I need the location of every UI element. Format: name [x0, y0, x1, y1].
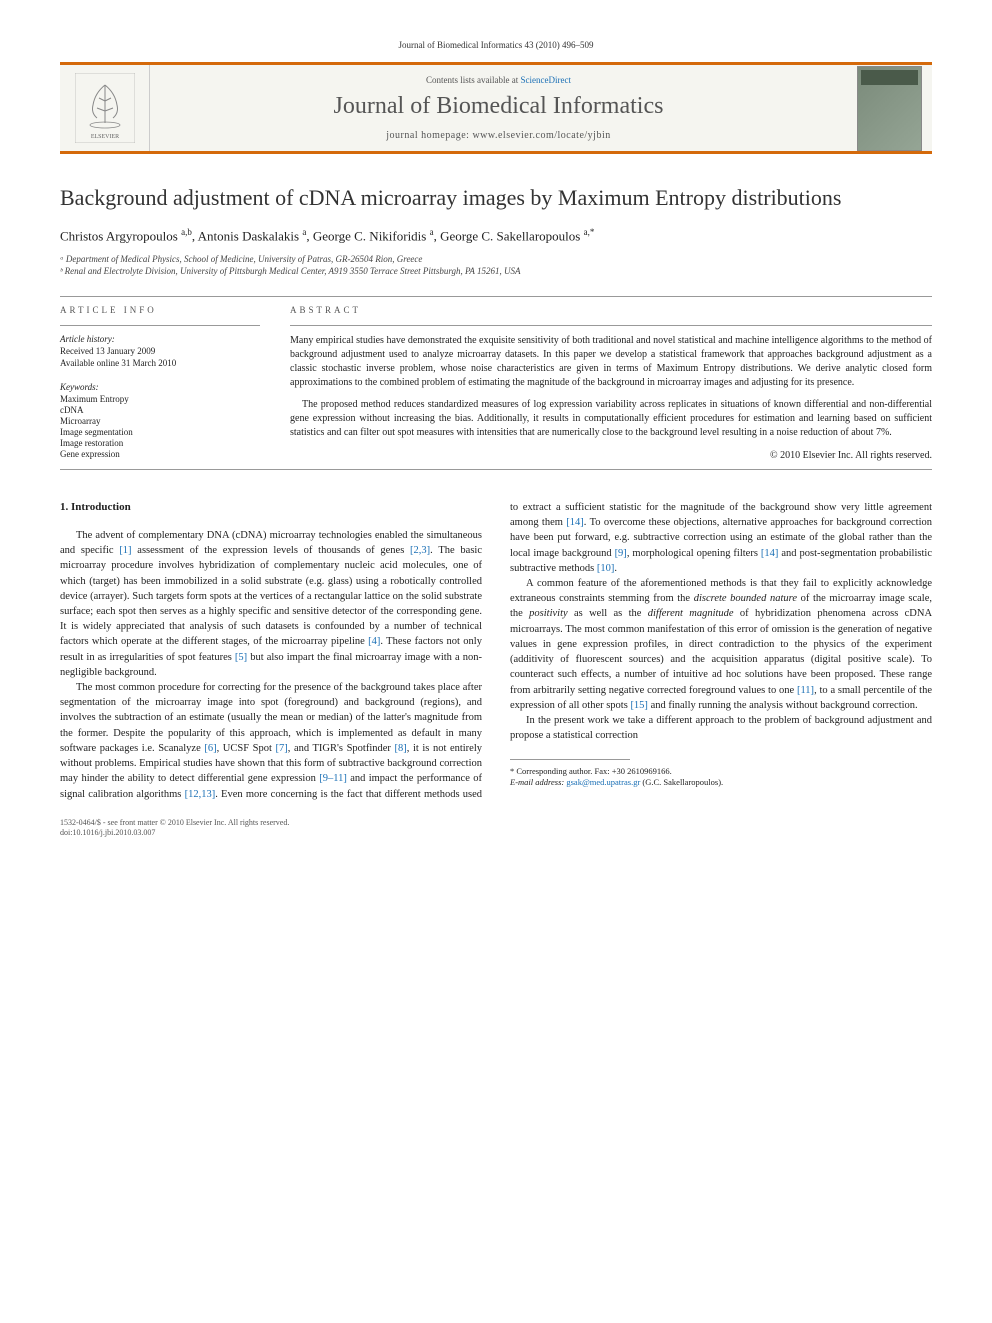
reference-link[interactable]: [2,3]	[410, 545, 430, 556]
cover-thumb-region	[847, 65, 932, 151]
author-list: Christos Argyropoulos a,b, Antonis Daska…	[60, 227, 932, 244]
journal-banner: ELSEVIER Contents lists available at Sci…	[60, 62, 932, 154]
journal-cover-thumbnail	[857, 66, 922, 151]
reference-link[interactable]: [9–11]	[319, 773, 347, 784]
affiliation-line: ᵇ Renal and Electrolyte Division, Univer…	[60, 266, 932, 276]
keyword-item: Gene expression	[60, 449, 260, 459]
journal-homepage: journal homepage: www.elsevier.com/locat…	[150, 130, 847, 141]
keyword-item: Image restoration	[60, 438, 260, 448]
reference-link[interactable]: [11]	[797, 685, 814, 696]
reference-link[interactable]: [10]	[597, 563, 615, 574]
keywords-label: Keywords:	[60, 382, 260, 392]
affiliation-line: ᵃ Department of Medical Physics, School …	[60, 254, 932, 264]
corresponding-author-footnote: * Corresponding author. Fax: +30 2610969…	[510, 766, 932, 788]
svg-text:ELSEVIER: ELSEVIER	[90, 134, 118, 140]
email-line: E-mail address: gsak@med.upatras.gr (G.C…	[510, 777, 932, 788]
journal-name: Journal of Biomedical Informatics	[150, 93, 847, 120]
article-info-column: ARTICLE INFO Article history: Received 1…	[60, 305, 260, 461]
affiliations: ᵃ Department of Medical Physics, School …	[60, 254, 932, 276]
reference-link[interactable]: [7]	[276, 743, 288, 754]
footnote-separator	[510, 759, 630, 760]
history-label: Article history:	[60, 334, 260, 344]
email-link[interactable]: gsak@med.upatras.gr	[566, 777, 640, 787]
reference-link[interactable]: [5]	[235, 652, 247, 663]
keyword-item: Image segmentation	[60, 427, 260, 437]
body-section: 1. Introduction The advent of complement…	[60, 500, 932, 802]
abstract-text: Many empirical studies have demonstrated…	[290, 334, 932, 440]
abstract-paragraph: The proposed method reduces standardized…	[290, 398, 932, 440]
body-columns: 1. Introduction The advent of complement…	[60, 500, 932, 802]
reference-link[interactable]: [15]	[630, 700, 648, 711]
doi-line: doi:10.1016/j.jbi.2010.03.007	[60, 828, 932, 838]
reference-link[interactable]: [12,13]	[185, 789, 216, 800]
reference-link[interactable]: [4]	[368, 636, 380, 647]
body-paragraph: The advent of complementary DNA (cDNA) m…	[60, 528, 482, 680]
history-item: Received 13 January 2009	[60, 346, 260, 356]
abstract-column: ABSTRACT Many empirical studies have dem…	[290, 305, 932, 461]
abstract-label: ABSTRACT	[290, 305, 932, 315]
reference-link[interactable]: [14]	[566, 517, 584, 528]
running-header: Journal of Biomedical Informatics 43 (20…	[60, 40, 932, 50]
corresponding-line: * Corresponding author. Fax: +30 2610969…	[510, 766, 932, 777]
article-info-label: ARTICLE INFO	[60, 305, 260, 315]
divider	[60, 469, 932, 470]
history-item: Available online 31 March 2010	[60, 358, 260, 368]
publisher-logo-region: ELSEVIER	[60, 65, 150, 151]
reference-link[interactable]: [9]	[615, 548, 627, 559]
elsevier-tree-logo: ELSEVIER	[75, 73, 135, 143]
meta-row: ARTICLE INFO Article history: Received 1…	[60, 305, 932, 461]
reference-link[interactable]: [6]	[204, 743, 216, 754]
divider	[60, 296, 932, 297]
sciencedirect-link[interactable]: ScienceDirect	[521, 75, 571, 85]
keyword-item: Maximum Entropy	[60, 394, 260, 404]
reference-link[interactable]: [14]	[761, 548, 779, 559]
banner-center: Contents lists available at ScienceDirec…	[150, 65, 847, 151]
divider	[60, 325, 260, 326]
reference-link[interactable]: [8]	[394, 743, 406, 754]
footer-meta: 1532-0464/$ - see front matter © 2010 El…	[60, 818, 932, 839]
keyword-item: Microarray	[60, 416, 260, 426]
article-title: Background adjustment of cDNA microarray…	[60, 184, 932, 213]
divider	[290, 325, 932, 326]
contents-prefix: Contents lists available at	[426, 75, 520, 85]
body-paragraph: In the present work we take a different …	[510, 713, 932, 743]
front-matter-line: 1532-0464/$ - see front matter © 2010 El…	[60, 818, 932, 828]
body-paragraph: A common feature of the aforementioned m…	[510, 576, 932, 713]
reference-link[interactable]: [1]	[119, 545, 131, 556]
email-person: (G.C. Sakellaropoulos).	[642, 777, 723, 787]
section-heading: 1. Introduction	[60, 500, 482, 516]
abstract-copyright: © 2010 Elsevier Inc. All rights reserved…	[290, 450, 932, 461]
contents-line: Contents lists available at ScienceDirec…	[150, 75, 847, 85]
abstract-paragraph: Many empirical studies have demonstrated…	[290, 334, 932, 390]
keyword-item: cDNA	[60, 405, 260, 415]
email-label: E-mail address:	[510, 777, 564, 787]
